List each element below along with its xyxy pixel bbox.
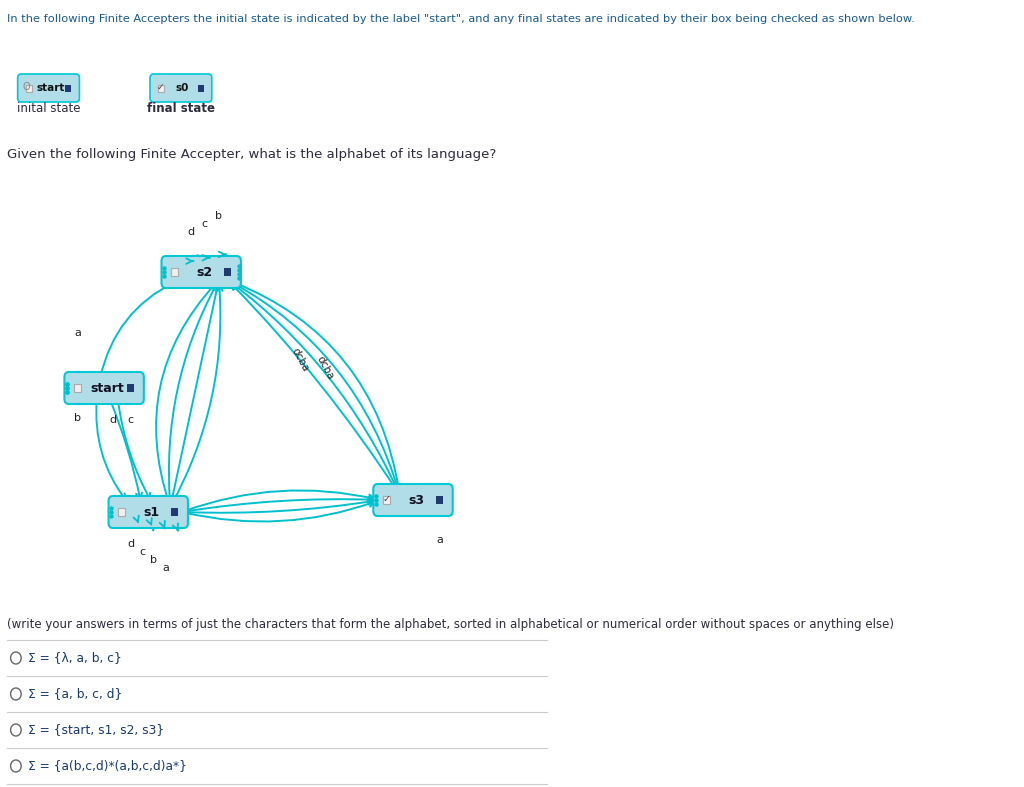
FancyBboxPatch shape xyxy=(109,496,188,528)
Bar xyxy=(26,84,32,91)
Bar xyxy=(74,384,81,392)
FancyArrowPatch shape xyxy=(171,285,219,504)
FancyBboxPatch shape xyxy=(151,74,212,102)
Text: c: c xyxy=(139,547,145,557)
FancyArrowPatch shape xyxy=(232,281,399,492)
Text: inital state: inital state xyxy=(16,102,80,115)
Bar xyxy=(436,496,443,504)
Text: c: c xyxy=(202,219,208,229)
Text: Given the following Finite Accepter, what is the alphabet of its language?: Given the following Finite Accepter, wha… xyxy=(7,148,497,161)
FancyArrowPatch shape xyxy=(169,284,216,504)
Bar xyxy=(158,84,164,91)
FancyArrowPatch shape xyxy=(118,399,151,500)
Text: O: O xyxy=(23,82,31,92)
Text: b: b xyxy=(151,555,158,565)
Text: start: start xyxy=(36,83,65,93)
Bar xyxy=(171,268,178,276)
Text: a: a xyxy=(436,535,443,545)
FancyArrowPatch shape xyxy=(184,499,375,513)
FancyArrowPatch shape xyxy=(172,285,223,504)
Text: d: d xyxy=(187,227,195,237)
Text: ✓: ✓ xyxy=(382,494,390,504)
Bar xyxy=(66,84,72,91)
Text: s3: s3 xyxy=(409,493,425,507)
Text: b: b xyxy=(215,211,222,221)
FancyArrowPatch shape xyxy=(100,282,175,377)
FancyArrowPatch shape xyxy=(110,398,142,499)
Text: c: c xyxy=(128,415,134,425)
Text: Σ = {a, b, c, d}: Σ = {a, b, c, d} xyxy=(29,688,123,700)
Text: a: a xyxy=(162,563,169,573)
Text: In the following Finite Accepters the initial state is indicated by the label "s: In the following Finite Accepters the in… xyxy=(7,14,914,24)
FancyArrowPatch shape xyxy=(184,497,375,512)
Text: s0: s0 xyxy=(176,83,189,93)
Bar xyxy=(127,384,134,392)
Bar xyxy=(171,508,178,516)
Bar xyxy=(383,496,390,504)
Text: final state: final state xyxy=(146,102,215,115)
Text: b: b xyxy=(74,413,81,423)
Bar xyxy=(118,508,125,516)
Text: d: d xyxy=(110,415,117,425)
FancyArrowPatch shape xyxy=(184,490,375,511)
Text: d: d xyxy=(127,539,134,549)
FancyBboxPatch shape xyxy=(374,484,453,516)
Text: a: a xyxy=(74,328,81,338)
FancyArrowPatch shape xyxy=(156,283,215,504)
FancyArrowPatch shape xyxy=(231,283,398,493)
Text: ✓: ✓ xyxy=(157,83,164,91)
Text: start: start xyxy=(91,382,125,394)
Bar xyxy=(224,268,231,276)
Text: Σ = {start, s1, s2, s3}: Σ = {start, s1, s2, s3} xyxy=(29,723,165,737)
FancyArrowPatch shape xyxy=(184,501,375,522)
Text: s1: s1 xyxy=(143,505,160,519)
FancyArrowPatch shape xyxy=(232,283,399,493)
FancyBboxPatch shape xyxy=(17,74,80,102)
Text: s2: s2 xyxy=(197,265,213,279)
Text: Σ = {a(b,c,d)*(a,b,c,d)a*}: Σ = {a(b,c,d)*(a,b,c,d)a*} xyxy=(29,759,187,773)
FancyBboxPatch shape xyxy=(65,372,143,404)
Text: Σ = {λ, a, b, c}: Σ = {λ, a, b, c} xyxy=(29,652,122,664)
Text: dcba: dcba xyxy=(314,354,335,382)
FancyArrowPatch shape xyxy=(231,283,398,493)
FancyBboxPatch shape xyxy=(162,256,241,288)
Bar xyxy=(198,84,204,91)
Text: dcba: dcba xyxy=(290,346,310,374)
Text: (write your answers in terms of just the characters that form the alphabet, sort: (write your answers in terms of just the… xyxy=(7,618,894,631)
FancyArrowPatch shape xyxy=(96,399,126,500)
